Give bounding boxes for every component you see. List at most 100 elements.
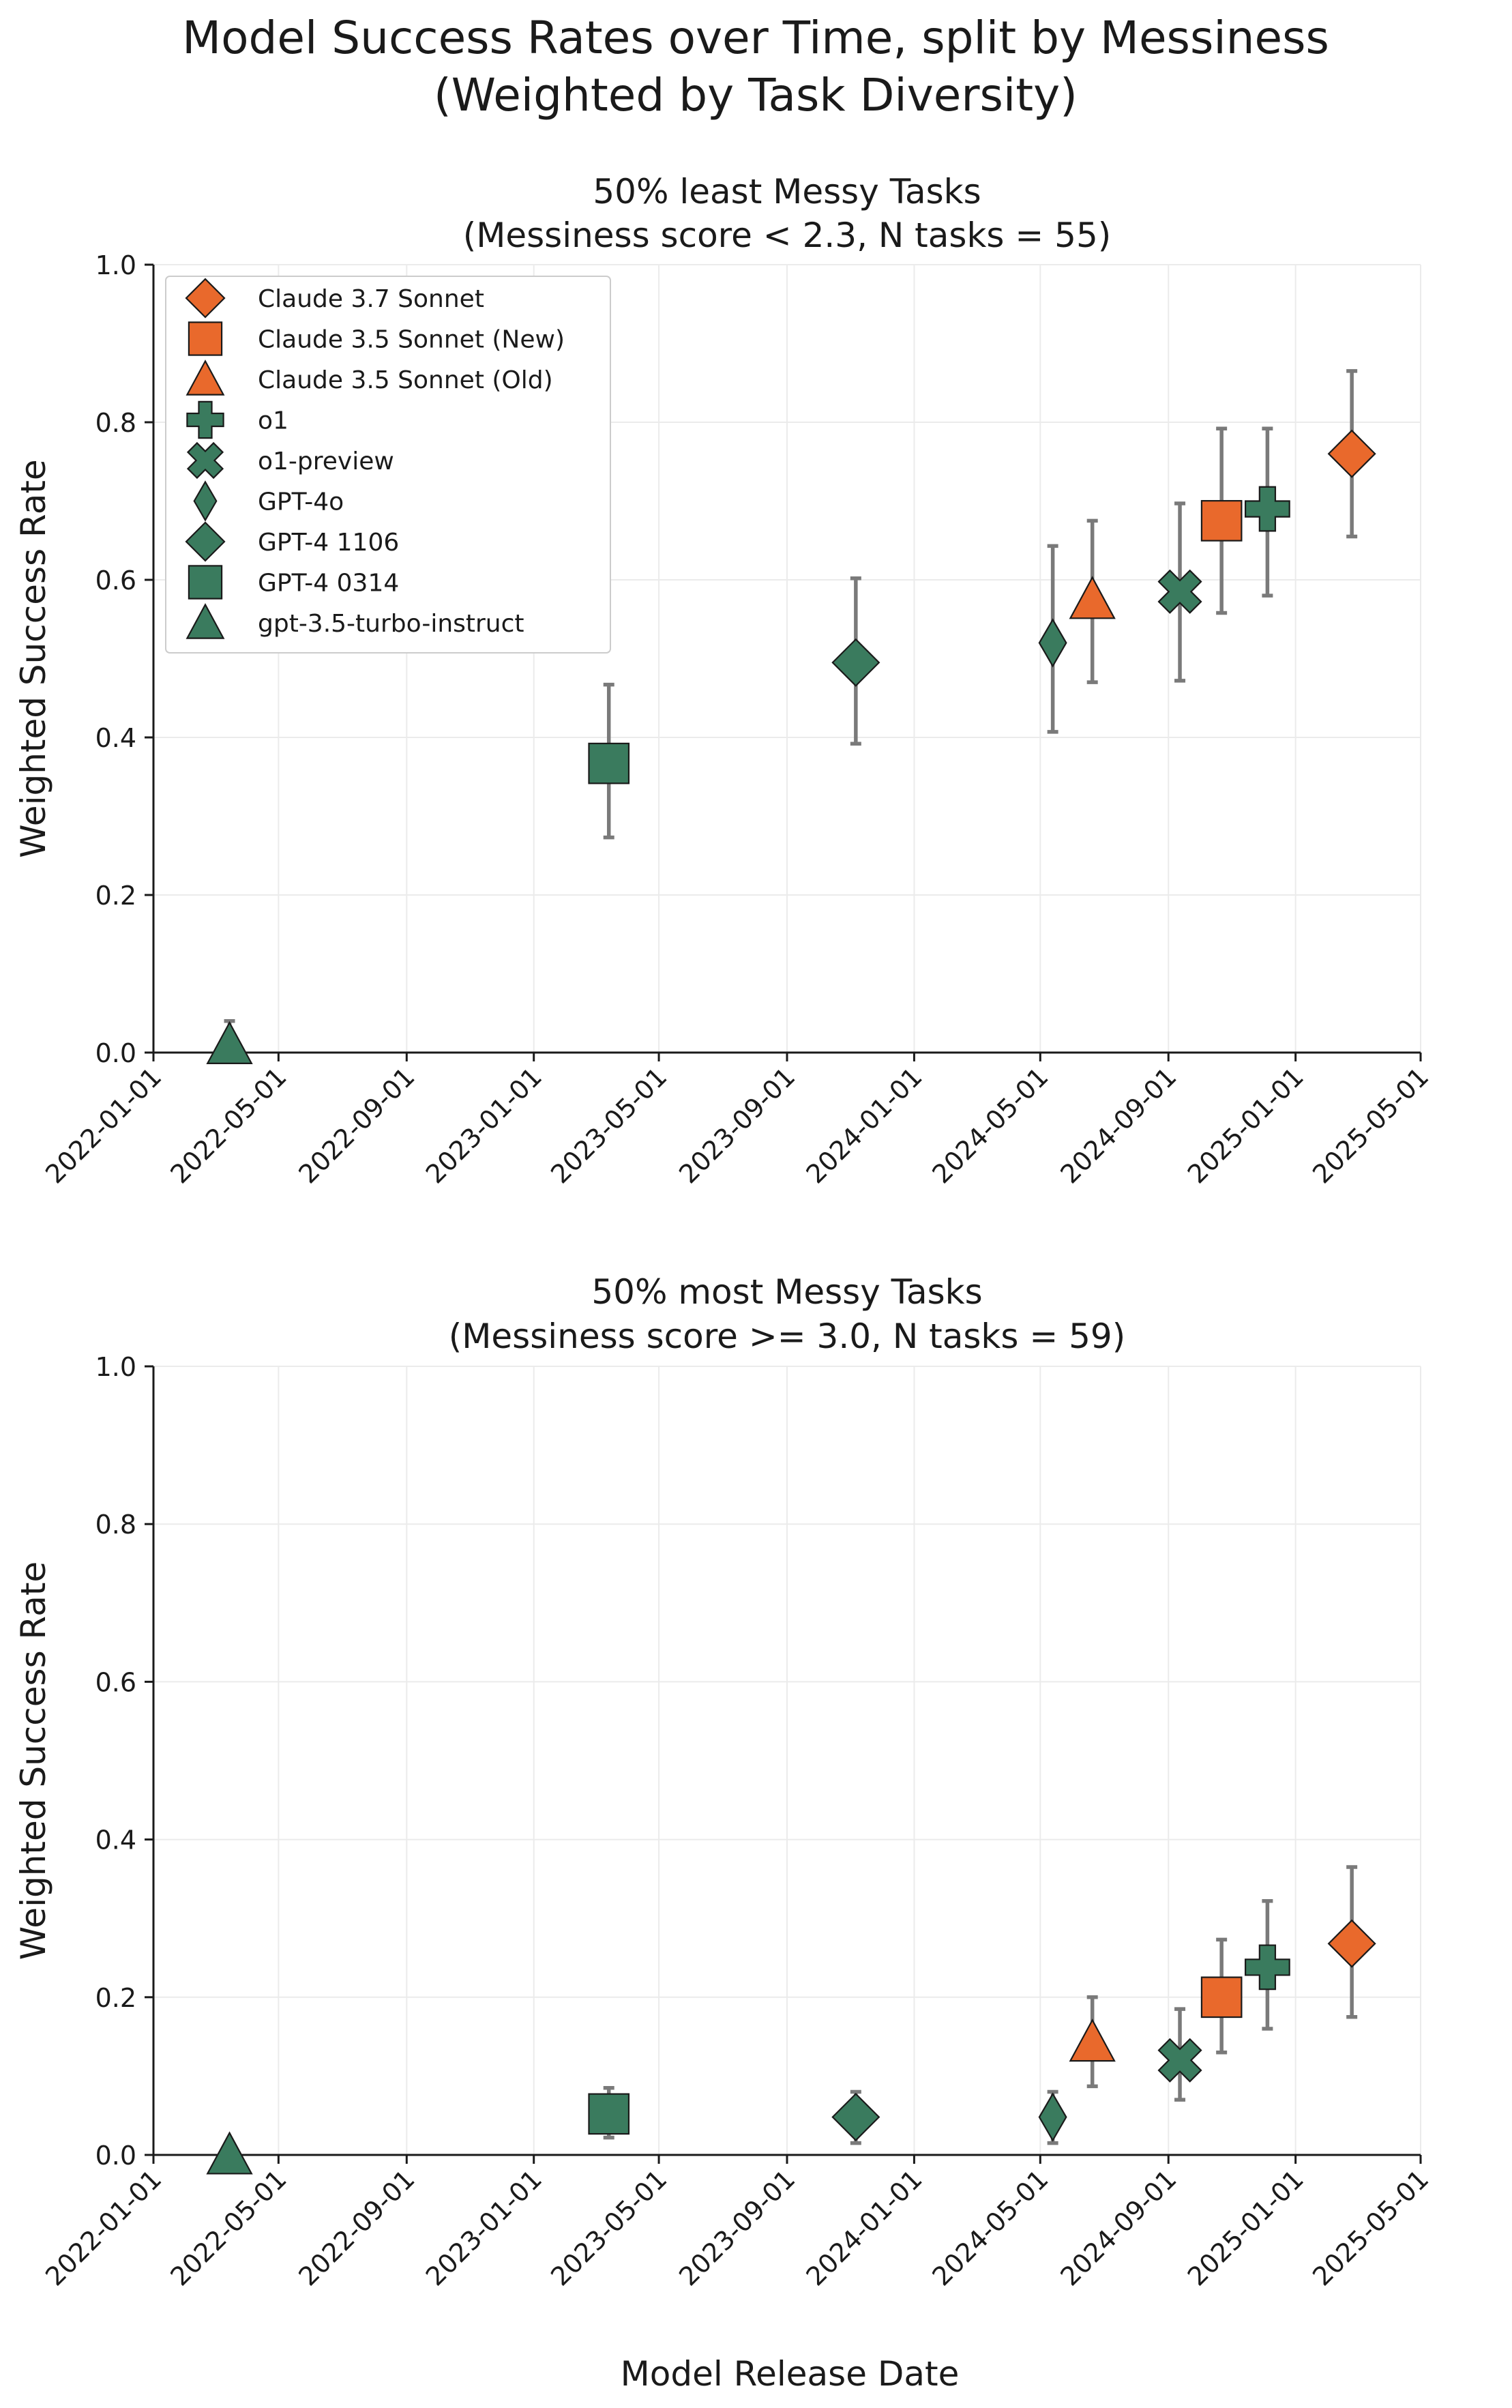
x-tick-label: 2024-05-01 bbox=[926, 2164, 1054, 2291]
data-point bbox=[1327, 1919, 1376, 1968]
y-tick-label: 0.8 bbox=[95, 408, 136, 438]
y-tick-label: 0.0 bbox=[95, 1038, 136, 1068]
legend-label: Claude 3.5 Sonnet (New) bbox=[258, 326, 565, 354]
legend-label: Claude 3.5 Sonnet (Old) bbox=[258, 366, 553, 394]
y-tick-label: 0.6 bbox=[95, 1667, 136, 1697]
series-gpt-4o bbox=[1038, 2089, 1067, 2145]
y-tick-label: 0.0 bbox=[95, 2141, 136, 2171]
legend: Claude 3.7 Sonnet Claude 3.5 Sonnet (New)… bbox=[165, 276, 611, 654]
x-tick-label: 2023-09-01 bbox=[673, 2164, 801, 2291]
series-o1 bbox=[1244, 426, 1290, 598]
legend-marker bbox=[186, 359, 225, 396]
legend-label: o1 bbox=[258, 407, 288, 435]
data-point bbox=[588, 2093, 630, 2135]
y-axis-label: Weighted Success Rate bbox=[14, 459, 53, 857]
x-tick-label: 2025-01-01 bbox=[1182, 1061, 1309, 1189]
series-claude-3-5-sonnet-old- bbox=[1069, 1995, 1116, 2089]
data-point bbox=[206, 1021, 253, 1065]
legend-label: GPT-4 1106 bbox=[258, 529, 399, 557]
legend-marker bbox=[185, 521, 226, 562]
data-point bbox=[1157, 2038, 1202, 2083]
data-point bbox=[1200, 1976, 1243, 2018]
x-tick-label: 2022-09-01 bbox=[293, 1061, 420, 1189]
data-point bbox=[1038, 618, 1067, 668]
x-tick-label: 2025-05-01 bbox=[1307, 2164, 1434, 2291]
legend-marker bbox=[193, 480, 218, 522]
panel-title-line1: 50% least Messy Tasks bbox=[593, 172, 981, 211]
legend-label: Claude 3.7 Sonnet bbox=[258, 285, 484, 313]
y-tick-label: 1.0 bbox=[95, 250, 136, 280]
panel-least-messy: 50% least Messy Tasks (Messiness score < … bbox=[14, 172, 1434, 1190]
y-tick-label: 0.2 bbox=[95, 1983, 136, 2013]
legend-frame bbox=[165, 276, 611, 654]
legend-marker bbox=[186, 441, 224, 480]
series-claude-3-5-sonnet-new- bbox=[1200, 426, 1243, 615]
x-tick-label: 2022-05-01 bbox=[164, 1061, 292, 1189]
legend-label: GPT-4 0314 bbox=[258, 570, 399, 598]
x-tick-label: 2024-09-01 bbox=[1054, 2164, 1182, 2291]
series-claude-3-7-sonnet bbox=[1327, 369, 1376, 539]
y-tick-label: 0.4 bbox=[95, 723, 136, 753]
legend-label: gpt-3.5-turbo-instruct bbox=[258, 610, 524, 638]
data-point bbox=[831, 638, 880, 687]
y-tick-label: 0.2 bbox=[95, 881, 136, 911]
data-point bbox=[206, 2131, 253, 2175]
y-tick-label: 0.6 bbox=[95, 566, 136, 596]
legend-marker bbox=[186, 400, 224, 439]
x-tick-label: 2024-01-01 bbox=[801, 2164, 928, 2291]
x-tick-label: 2023-05-01 bbox=[545, 1061, 672, 1189]
legend-label: o1-preview bbox=[258, 447, 394, 475]
x-tick-label: 2025-05-01 bbox=[1307, 1061, 1434, 1189]
series-claude-3-7-sonnet bbox=[1327, 1865, 1376, 2019]
legend-marker bbox=[188, 321, 223, 356]
data-point bbox=[1244, 486, 1290, 532]
x-tick-label: 2025-01-01 bbox=[1182, 2164, 1309, 2291]
series-gpt-4-0314 bbox=[588, 2085, 630, 2140]
x-tick-label: 2023-09-01 bbox=[673, 1061, 801, 1189]
series-gpt-3-5-turbo-instruct bbox=[206, 2131, 253, 2175]
x-axis-label: Model Release Date bbox=[621, 2354, 960, 2394]
panel-title-line2: (Messiness score >= 3.0, N tasks = 59) bbox=[449, 1317, 1125, 1356]
y-tick-label: 1.0 bbox=[95, 1352, 136, 1382]
series-claude-3-5-sonnet-new- bbox=[1200, 1937, 1243, 2055]
x-tick-label: 2024-01-01 bbox=[801, 1061, 928, 1189]
figure-title-line2: (Weighted by Task Diversity) bbox=[434, 69, 1078, 121]
data-point bbox=[588, 742, 630, 784]
legend-marker bbox=[185, 278, 226, 319]
series-o1 bbox=[1244, 1899, 1290, 2031]
series-gpt-4-1106 bbox=[831, 576, 880, 746]
data-point bbox=[1157, 569, 1202, 614]
panel-title-line2: (Messiness score < 2.3, N tasks = 55) bbox=[463, 216, 1112, 255]
data-point bbox=[1200, 500, 1243, 542]
series-gpt-3-5-turbo-instruct bbox=[206, 1019, 253, 1065]
data-point bbox=[1038, 2092, 1067, 2142]
x-tick-label: 2023-01-01 bbox=[420, 2164, 548, 2291]
x-tick-label: 2022-09-01 bbox=[293, 2164, 420, 2291]
x-tick-label: 2024-05-01 bbox=[926, 1061, 1054, 1189]
y-axis-label: Weighted Success Rate bbox=[14, 1561, 53, 1960]
series-gpt-4-1106 bbox=[831, 2089, 880, 2145]
x-tick-label: 2022-01-01 bbox=[40, 2164, 167, 2291]
figure-title-line1: Model Success Rates over Time, split by … bbox=[182, 12, 1329, 64]
x-tick-label: 2023-01-01 bbox=[420, 1061, 548, 1189]
legend-marker bbox=[186, 603, 225, 639]
series-o1-preview bbox=[1157, 2007, 1202, 2102]
x-tick-label: 2023-05-01 bbox=[545, 2164, 672, 2291]
data-point bbox=[1069, 576, 1116, 619]
x-tick-label: 2022-05-01 bbox=[164, 2164, 292, 2291]
legend-marker bbox=[188, 565, 223, 600]
x-tick-label: 2022-01-01 bbox=[40, 1061, 167, 1189]
data-point bbox=[1327, 429, 1376, 478]
series-o1-preview bbox=[1157, 501, 1202, 683]
series-gpt-4-0314 bbox=[588, 682, 630, 840]
panel-title-line1: 50% most Messy Tasks bbox=[591, 1272, 982, 1312]
panel-most-messy: 50% most Messy Tasks (Messiness score >= … bbox=[14, 1272, 1434, 2292]
data-point bbox=[831, 2092, 880, 2142]
y-tick-label: 0.8 bbox=[95, 1510, 136, 1540]
data-point bbox=[1244, 1944, 1290, 1991]
x-tick-label: 2024-09-01 bbox=[1054, 1061, 1182, 1189]
legend-label: GPT-4o bbox=[258, 488, 344, 516]
series-gpt-4o bbox=[1038, 544, 1067, 734]
